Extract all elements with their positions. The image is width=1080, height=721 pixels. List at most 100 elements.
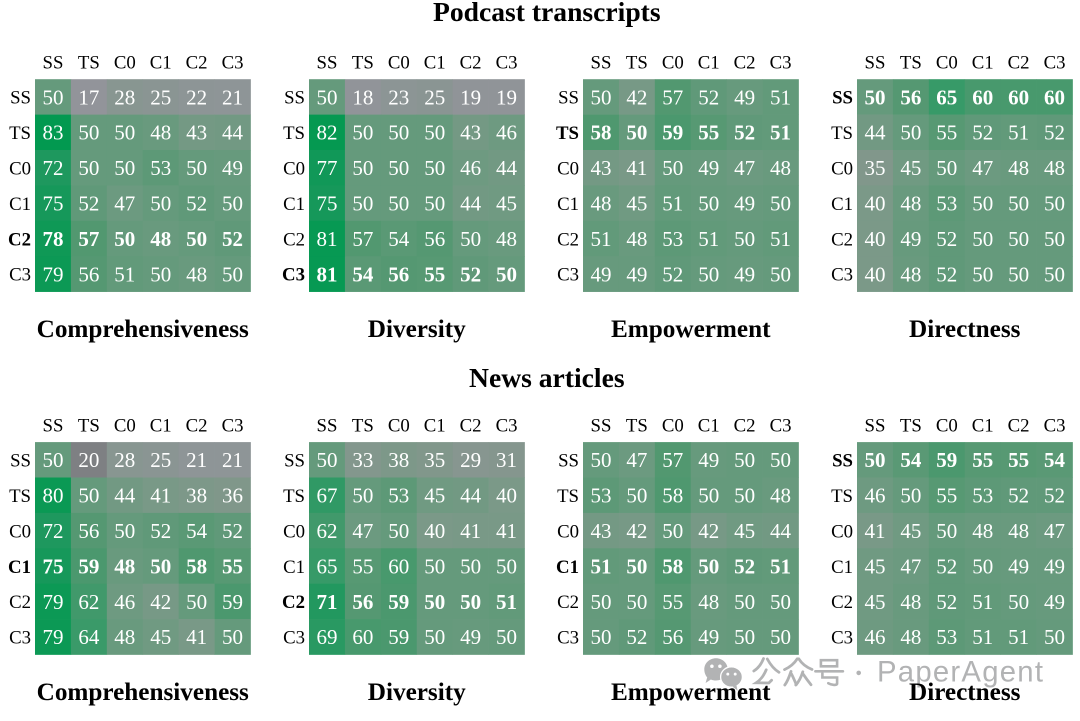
svg-text:SS: SS (284, 451, 305, 472)
svg-text:49: 49 (1008, 554, 1029, 578)
svg-text:C1: C1 (9, 194, 31, 215)
svg-text:19: 19 (460, 85, 481, 109)
svg-text:56: 56 (78, 519, 99, 543)
svg-text:C0: C0 (9, 521, 31, 542)
svg-text:C0: C0 (831, 521, 853, 542)
svg-text:SS: SS (43, 53, 64, 74)
svg-text:Diversity: Diversity (368, 679, 466, 706)
svg-text:51: 51 (590, 554, 611, 578)
svg-text:TS: TS (556, 123, 579, 144)
svg-text:C1: C1 (8, 557, 31, 578)
svg-text:52: 52 (662, 262, 683, 286)
svg-text:SS: SS (865, 53, 886, 74)
svg-text:50: 50 (388, 121, 409, 145)
svg-text:C3: C3 (1044, 53, 1066, 74)
svg-text:C1: C1 (556, 557, 579, 578)
svg-text:52: 52 (1044, 484, 1065, 508)
svg-text:51: 51 (770, 85, 791, 109)
svg-text:55: 55 (1008, 448, 1029, 472)
svg-text:50: 50 (936, 156, 957, 180)
svg-text:71: 71 (316, 590, 337, 614)
svg-text:C0: C0 (936, 53, 958, 74)
svg-text:45: 45 (626, 192, 647, 216)
svg-text:50: 50 (734, 590, 755, 614)
svg-text:52: 52 (626, 625, 647, 649)
svg-text:SS: SS (832, 88, 853, 109)
svg-text:50: 50 (900, 484, 921, 508)
svg-text:42: 42 (150, 590, 171, 614)
svg-text:49: 49 (698, 625, 719, 649)
svg-text:48: 48 (1044, 156, 1065, 180)
svg-text:53: 53 (590, 484, 611, 508)
svg-text:Comprehensiveness: Comprehensiveness (37, 679, 249, 706)
svg-text:SS: SS (558, 451, 579, 472)
svg-text:55: 55 (352, 554, 373, 578)
svg-text:43: 43 (186, 121, 207, 145)
svg-text:49: 49 (734, 262, 755, 286)
svg-text:50: 50 (352, 484, 373, 508)
svg-text:45: 45 (900, 156, 921, 180)
svg-text:50: 50 (424, 192, 445, 216)
svg-text:62: 62 (316, 519, 337, 543)
svg-text:50: 50 (114, 227, 135, 251)
svg-text:52: 52 (936, 262, 957, 286)
svg-text:C3: C3 (282, 265, 305, 286)
svg-text:50: 50 (114, 121, 135, 145)
svg-text:40: 40 (864, 262, 885, 286)
svg-text:72: 72 (42, 156, 63, 180)
svg-text:54: 54 (900, 448, 922, 472)
svg-text:51: 51 (698, 227, 719, 251)
svg-text:50: 50 (626, 590, 647, 614)
svg-text:60: 60 (1044, 85, 1065, 109)
svg-text:TS: TS (626, 416, 648, 437)
svg-text:C0: C0 (662, 53, 684, 74)
svg-text:51: 51 (662, 192, 683, 216)
svg-text:17: 17 (78, 85, 99, 109)
svg-text:C3: C3 (9, 265, 31, 286)
svg-text:54: 54 (1044, 448, 1066, 472)
svg-text:48: 48 (186, 262, 207, 286)
svg-text:54: 54 (186, 519, 208, 543)
svg-text:C0: C0 (831, 159, 853, 180)
svg-text:C0: C0 (662, 416, 684, 437)
svg-text:52: 52 (936, 590, 957, 614)
svg-text:51: 51 (770, 554, 791, 578)
svg-text:60: 60 (972, 85, 993, 109)
svg-text:49: 49 (626, 262, 647, 286)
svg-text:TS: TS (9, 123, 31, 144)
svg-text:52: 52 (972, 121, 993, 145)
svg-text:40: 40 (864, 192, 885, 216)
svg-text:46: 46 (864, 484, 885, 508)
svg-text:C2: C2 (1008, 53, 1030, 74)
svg-text:Comprehensiveness: Comprehensiveness (37, 316, 249, 343)
svg-text:50: 50 (698, 192, 719, 216)
svg-text:47: 47 (1044, 519, 1065, 543)
svg-text:50: 50 (496, 554, 517, 578)
svg-text:48: 48 (698, 590, 719, 614)
svg-text:75: 75 (42, 192, 63, 216)
svg-text:65: 65 (936, 85, 957, 109)
svg-text:64: 64 (78, 625, 100, 649)
svg-text:45: 45 (900, 519, 921, 543)
svg-text:50: 50 (424, 590, 445, 614)
svg-text:77: 77 (316, 156, 337, 180)
svg-text:48: 48 (150, 121, 171, 145)
svg-text:44: 44 (222, 121, 244, 145)
svg-text:C2: C2 (9, 592, 31, 613)
svg-text:50: 50 (698, 484, 719, 508)
svg-text:50: 50 (864, 448, 885, 472)
svg-text:52: 52 (78, 192, 99, 216)
svg-text:SS: SS (865, 416, 886, 437)
svg-text:50: 50 (424, 121, 445, 145)
svg-text:50: 50 (352, 192, 373, 216)
svg-text:TS: TS (900, 416, 922, 437)
svg-text:C0: C0 (9, 159, 31, 180)
svg-text:69: 69 (316, 625, 337, 649)
svg-text:48: 48 (900, 625, 921, 649)
svg-text:TS: TS (352, 53, 374, 74)
svg-text:54: 54 (388, 227, 410, 251)
svg-text:36: 36 (222, 484, 243, 508)
svg-text:49: 49 (734, 85, 755, 109)
svg-text:Directness: Directness (909, 316, 1021, 343)
svg-text:49: 49 (1044, 590, 1065, 614)
